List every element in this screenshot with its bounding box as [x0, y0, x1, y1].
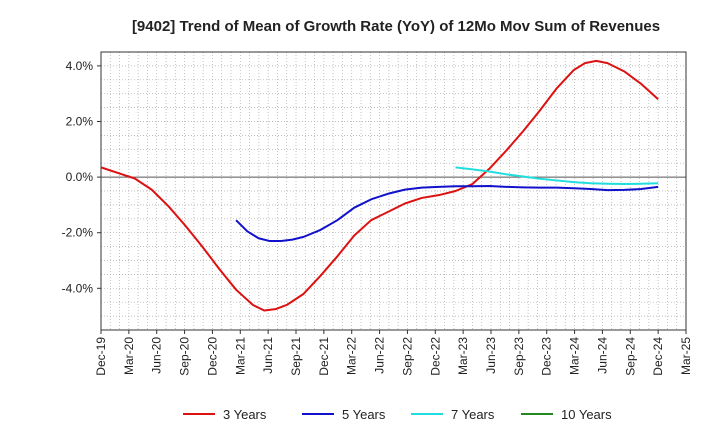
y-tick-label: 2.0%	[66, 115, 94, 129]
legend-label: 10 Years	[561, 407, 612, 422]
x-tick-label: Mar-21	[233, 337, 247, 375]
x-tick-label: Mar-25	[679, 337, 693, 375]
x-tick-label: Dec-22	[428, 337, 442, 376]
y-tick-label: -2.0%	[62, 226, 94, 240]
x-tick-label: Sep-24	[623, 337, 637, 376]
x-tick-label: Mar-20	[122, 337, 136, 375]
x-tick-label: Sep-20	[178, 337, 192, 376]
legend-label: 7 Years	[451, 407, 495, 422]
x-tick-label: Sep-23	[512, 337, 526, 376]
legend: 3 Years 5 Years 7 Years 10 Years	[183, 407, 612, 422]
y-tick-label: -4.0%	[62, 281, 94, 295]
series-line-3-years	[100, 59, 659, 312]
x-tick-label: Jun-23	[484, 337, 498, 374]
x-tick-label: Dec-21	[317, 337, 331, 376]
x-tick-label: Dec-24	[651, 337, 665, 376]
x-tick-label: Sep-21	[289, 337, 303, 376]
vertical-gridlines	[109, 52, 678, 330]
x-tick-label: Jun-21	[261, 337, 275, 374]
x-tick-label: Jun-22	[373, 337, 387, 374]
x-tick-label: Dec-23	[540, 337, 554, 376]
x-tick-label: Mar-22	[345, 337, 359, 375]
legend-label: 3 Years	[223, 407, 267, 422]
y-tick-label: 0.0%	[66, 170, 94, 184]
chart-title: [9402] Trend of Mean of Growth Rate (YoY…	[132, 18, 660, 35]
x-tick-label: Mar-23	[456, 337, 470, 375]
x-tick-label: Jun-20	[150, 337, 164, 374]
x-tick-label: Jun-24	[595, 337, 609, 374]
y-axis-ticks: -4.0% -2.0% 0.0% 2.0% 4.0%	[62, 59, 101, 295]
series-line-5-years	[235, 185, 659, 243]
y-tick-label: 4.0%	[66, 59, 94, 73]
x-tick-label: Sep-22	[400, 337, 414, 376]
plot-area	[100, 51, 687, 331]
x-tick-label: Dec-20	[205, 337, 219, 376]
series-layer	[100, 59, 659, 312]
legend-label: 5 Years	[342, 407, 386, 422]
x-tick-label: Dec-19	[94, 337, 108, 376]
x-axis-ticks: Dec-19 Mar-20 Jun-20 Sep-20 Dec-20 Mar-21 Jun-…	[94, 330, 693, 376]
x-tick-label: Mar-24	[568, 337, 582, 375]
series-line-7-years	[455, 166, 659, 186]
